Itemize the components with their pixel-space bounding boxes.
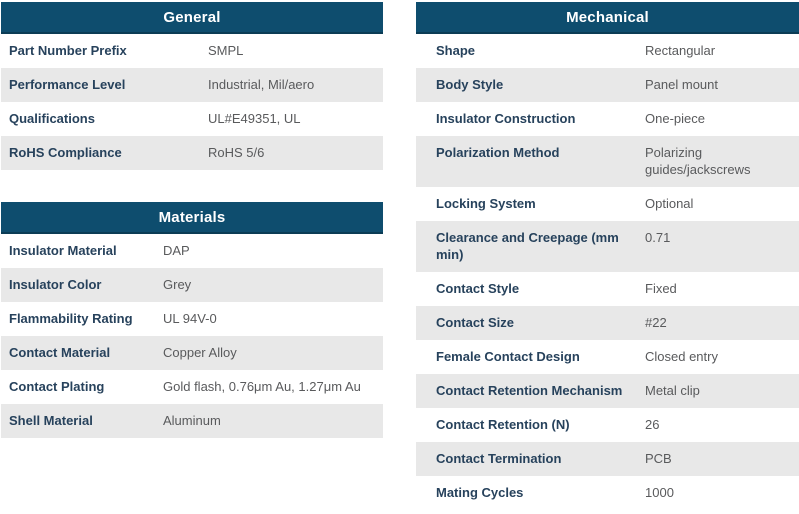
spec-label: Body Style bbox=[436, 77, 504, 92]
table-row: Contact Plating Gold flash, 0.76μm Au, 1… bbox=[1, 370, 383, 404]
spec-value: Gold flash, 0.76μm Au, 1.27μm Au bbox=[163, 379, 361, 394]
table-row: Contact Style Fixed bbox=[416, 272, 799, 306]
spec-value: UL#E49351, UL bbox=[208, 111, 301, 126]
general-table: General Part Number Prefix SMPL Performa… bbox=[1, 2, 383, 170]
table-row: Shape Rectangular bbox=[416, 34, 799, 68]
table-row: Body Style Panel mount bbox=[416, 68, 799, 102]
left-column: General Part Number Prefix SMPL Performa… bbox=[1, 2, 383, 438]
mechanical-table-header: Mechanical bbox=[416, 2, 799, 34]
spec-label: Performance Level bbox=[9, 77, 126, 92]
materials-table: Materials Insulator Material DAP Insulat… bbox=[1, 202, 383, 438]
materials-table-rows: Insulator Material DAP Insulator Color G… bbox=[1, 234, 383, 438]
table-row: Contact Size #22 bbox=[416, 306, 799, 340]
spec-value: SMPL bbox=[208, 43, 244, 58]
spec-value: Copper Alloy bbox=[163, 345, 237, 360]
table-row: Shell Material Aluminum bbox=[1, 404, 383, 438]
right-column: Mechanical Shape Rectangular Body Style … bbox=[416, 2, 799, 510]
spec-label: Contact Style bbox=[436, 281, 520, 296]
spec-value: RoHS 5/6 bbox=[208, 145, 265, 160]
spec-value: DAP bbox=[163, 243, 190, 258]
spec-value: 0.71 bbox=[645, 230, 671, 245]
spec-value: Industrial, Mil/aero bbox=[208, 77, 315, 92]
spec-value: Aluminum bbox=[163, 413, 221, 428]
table-row: Mating Cycles 1000 bbox=[416, 476, 799, 510]
table-row: Contact Material Copper Alloy bbox=[1, 336, 383, 370]
spec-label: RoHS Compliance bbox=[9, 145, 122, 160]
spec-label: Qualifications bbox=[9, 111, 95, 126]
spec-label: Mating Cycles bbox=[436, 485, 524, 500]
general-table-header: General bbox=[1, 2, 383, 34]
spec-label: Insulator Construction bbox=[436, 111, 576, 126]
table-row: Insulator Material DAP bbox=[1, 234, 383, 268]
spec-label: Insulator Material bbox=[9, 243, 117, 258]
mechanical-table-rows: Shape Rectangular Body Style Panel mount… bbox=[416, 34, 799, 510]
spec-value: 26 bbox=[645, 417, 660, 432]
table-row: Female Contact Design Closed entry bbox=[416, 340, 799, 374]
spec-label: Part Number Prefix bbox=[9, 43, 127, 58]
table-row: Qualifications UL#E49351, UL bbox=[1, 102, 383, 136]
spec-value: PCB bbox=[645, 451, 672, 466]
table-row: Polarization Method Polarizing guides/ja… bbox=[416, 136, 799, 187]
spec-label: Female Contact Design bbox=[436, 349, 580, 364]
spec-value: Optional bbox=[645, 196, 694, 211]
spec-value: Metal clip bbox=[645, 383, 700, 398]
spec-label: Insulator Color bbox=[9, 277, 102, 292]
table-row: Locking System Optional bbox=[416, 187, 799, 221]
spec-value: #22 bbox=[645, 315, 667, 330]
spec-label: Shell Material bbox=[9, 413, 93, 428]
table-row: Part Number Prefix SMPL bbox=[1, 34, 383, 68]
spec-label: Contact Termination bbox=[436, 451, 562, 466]
spec-label: Contact Retention Mechanism bbox=[436, 383, 623, 398]
materials-table-header: Materials bbox=[1, 202, 383, 234]
table-row: Contact Retention Mechanism Metal clip bbox=[416, 374, 799, 408]
spec-value: One-piece bbox=[645, 111, 705, 126]
table-row: RoHS Compliance RoHS 5/6 bbox=[1, 136, 383, 170]
table-row: Performance Level Industrial, Mil/aero bbox=[1, 68, 383, 102]
spec-value: 1000 bbox=[645, 485, 674, 500]
spec-label: Contact Plating bbox=[9, 379, 105, 394]
table-row: Clearance and Creepage (mm min) 0.71 bbox=[416, 221, 799, 272]
spec-value: Rectangular bbox=[645, 43, 716, 58]
spec-value: Closed entry bbox=[645, 349, 718, 364]
spec-label: Clearance and Creepage (mm min) bbox=[436, 230, 619, 262]
spec-value: Panel mount bbox=[645, 77, 718, 92]
spec-label: Contact Retention (N) bbox=[436, 417, 570, 432]
mechanical-table: Mechanical Shape Rectangular Body Style … bbox=[416, 2, 799, 510]
table-row: Contact Retention (N) 26 bbox=[416, 408, 799, 442]
table-row: Insulator Color Grey bbox=[1, 268, 383, 302]
spec-label: Contact Material bbox=[9, 345, 111, 360]
spec-label: Flammability Rating bbox=[9, 311, 133, 326]
table-row: Insulator Construction One-piece bbox=[416, 102, 799, 136]
general-table-rows: Part Number Prefix SMPL Performance Leve… bbox=[1, 34, 383, 170]
spec-value: UL 94V-0 bbox=[163, 311, 217, 326]
spec-value: Grey bbox=[163, 277, 192, 292]
spec-value: Fixed bbox=[645, 281, 677, 296]
spec-label: Contact Size bbox=[436, 315, 515, 330]
table-row: Flammability Rating UL 94V-0 bbox=[1, 302, 383, 336]
table-row: Contact Termination PCB bbox=[416, 442, 799, 476]
spec-label: Polarization Method bbox=[436, 145, 560, 160]
spec-label: Shape bbox=[436, 43, 476, 58]
spec-label: Locking System bbox=[436, 196, 536, 211]
spec-value: Polarizing guides/jackscrews bbox=[645, 145, 751, 177]
